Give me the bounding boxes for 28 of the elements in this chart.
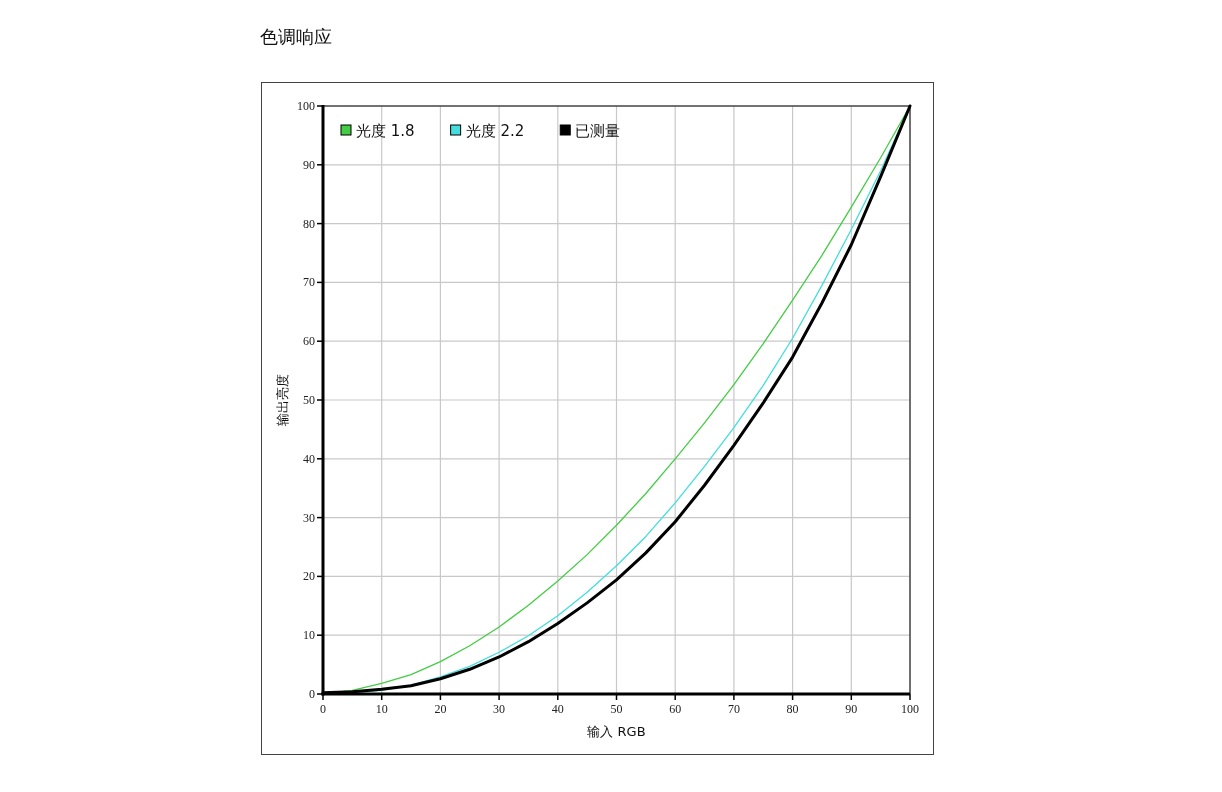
x-tick-label: 0 xyxy=(320,702,326,716)
x-tick-label: 100 xyxy=(901,702,919,716)
x-tick-label: 90 xyxy=(845,702,858,716)
y-axis-title: 输出亮度 xyxy=(275,374,290,426)
legend-label: 已测量 xyxy=(575,122,621,140)
y-tick-label: 80 xyxy=(303,216,315,231)
x-tick-label: 50 xyxy=(610,702,623,716)
y-tick-label: 10 xyxy=(303,628,315,643)
legend-label: 光度 2.2 xyxy=(465,122,525,140)
x-tick-label: 70 xyxy=(727,702,740,716)
y-tick-label: 20 xyxy=(303,569,315,584)
x-tick-label: 20 xyxy=(434,702,447,716)
y-tick-label: 0 xyxy=(309,687,315,701)
chart-title: 色调响应 xyxy=(260,26,332,47)
x-tick-label: 40 xyxy=(551,702,564,716)
y-tick-label: 100 xyxy=(297,99,315,113)
y-tick-label: 50 xyxy=(303,393,315,407)
x-tick-label: 10 xyxy=(375,702,388,716)
y-tick-label: 70 xyxy=(303,275,315,290)
y-tick-label: 60 xyxy=(303,334,315,349)
x-axis-title: 输入 RGB xyxy=(587,724,646,739)
y-tick-label: 30 xyxy=(303,510,315,525)
legend-label: 光度 1.8 xyxy=(356,122,415,140)
x-tick-label: 80 xyxy=(786,702,799,716)
x-tick-label: 60 xyxy=(669,702,682,716)
y-tick-label: 40 xyxy=(303,451,315,466)
x-tick-label: 30 xyxy=(493,702,506,716)
y-tick-label: 90 xyxy=(303,157,315,172)
